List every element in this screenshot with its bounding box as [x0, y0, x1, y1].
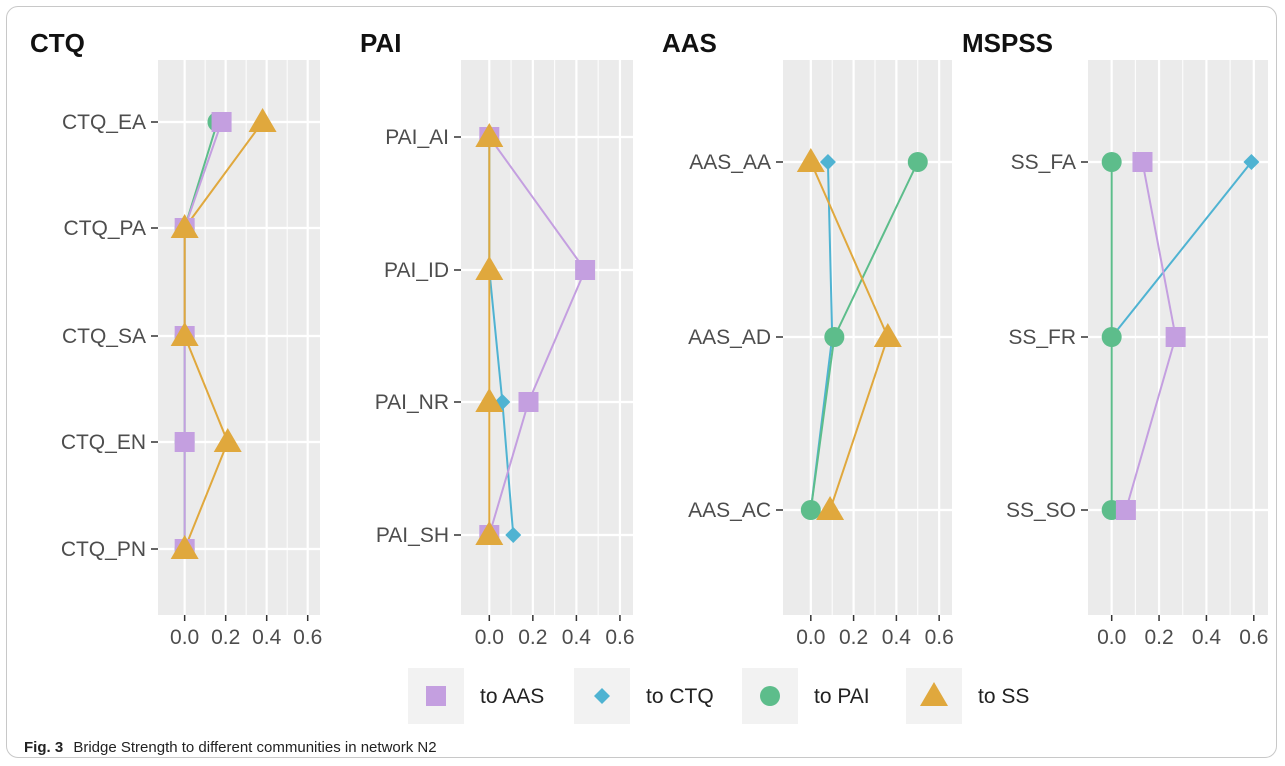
x-tick-label: 0.2: [839, 626, 868, 649]
point-aas: [1132, 152, 1153, 172]
legend-circle-icon: [760, 686, 780, 706]
point-ss: [213, 428, 242, 452]
legend-label: to SS: [978, 685, 1029, 708]
point-ss: [170, 214, 199, 238]
point-ss: [475, 256, 504, 280]
panel-title: MSPSS: [962, 28, 1053, 58]
y-tick-label: PAI_NR: [375, 391, 449, 414]
caption-text: Bridge Strength to different communities…: [73, 739, 437, 756]
point-ss: [873, 323, 902, 347]
y-tick-label: SS_FA: [1011, 151, 1076, 174]
point-aas: [211, 112, 232, 132]
legend-item-aas: to AAS: [408, 668, 544, 724]
y-tick-label: CTQ_PN: [61, 538, 146, 561]
x-tick-label: 0.2: [518, 626, 547, 649]
panel-title: AAS: [662, 28, 717, 58]
legend-square-icon: [426, 686, 446, 706]
legend-triangle-icon: [920, 682, 948, 706]
point-ss: [170, 322, 199, 346]
y-tick-label: AAS_AC: [688, 499, 771, 522]
point-pai: [824, 327, 845, 347]
point-ctq: [819, 154, 836, 170]
x-tick-label: 0.4: [1192, 626, 1222, 649]
point-ss: [475, 123, 504, 147]
y-tick-label: PAI_AI: [385, 126, 449, 149]
x-tick-label: 0.0: [170, 626, 199, 649]
series-line-aas: [488, 136, 587, 536]
x-tick-label: 0.6: [293, 626, 322, 649]
point-aas: [575, 260, 596, 280]
x-tick-label: 0.6: [1239, 626, 1268, 649]
y-tick-label: CTQ_EA: [62, 111, 146, 134]
legend-label: to AAS: [480, 685, 544, 708]
legend: to AAS to CTQ to PAI to SS: [408, 668, 1029, 724]
figure-frame: [6, 6, 1277, 758]
y-tick-label: CTQ_PA: [64, 217, 146, 240]
x-tick-label: 0.2: [1144, 626, 1173, 649]
point-aas: [1165, 327, 1186, 347]
point-aas: [174, 432, 195, 452]
point-pai: [1101, 327, 1122, 347]
point-aas: [1115, 500, 1136, 520]
point-pai: [800, 500, 821, 520]
caption-label: Fig. 3: [24, 739, 64, 756]
x-tick-label: 0.6: [925, 626, 954, 649]
legend-label: to PAI: [814, 685, 870, 708]
point-ss: [170, 535, 199, 559]
y-tick-label: SS_FR: [1008, 326, 1076, 349]
x-tick-label: 0.4: [882, 626, 912, 649]
point-ctq: [505, 527, 522, 543]
legend-item-pai: to PAI: [742, 668, 870, 724]
point-ctq: [1243, 154, 1260, 170]
x-tick-label: 0.4: [562, 626, 592, 649]
legend-diamond-icon: [594, 688, 610, 704]
panel-title: CTQ: [30, 28, 85, 58]
x-tick-label: 0.0: [1097, 626, 1126, 649]
panel-mspss: MSPSS SS_FA SS_FR SS_SO 0.0 0.2 0.4 0.6: [962, 28, 1268, 649]
point-ss: [475, 388, 504, 412]
panels: CTQ CTQ_EA CTQ_PA CTQ_SA CTQ_EN CTQ_PN 0.0 0.2 0…: [30, 28, 1268, 649]
y-tick-label: AAS_AD: [688, 326, 771, 349]
point-ss: [816, 496, 845, 520]
figure-caption: Fig. 3 Bridge Strength to different comm…: [24, 739, 437, 756]
legend-label: to CTQ: [646, 685, 714, 708]
point-ss: [248, 108, 277, 132]
x-tick-label: 0.2: [211, 626, 240, 649]
legend-item-ss: to SS: [906, 668, 1029, 724]
panel-ctq: CTQ CTQ_EA CTQ_PA CTQ_SA CTQ_EN CTQ_PN 0.0 0.2 0…: [30, 28, 322, 649]
y-tick-label: PAI_SH: [376, 524, 449, 547]
point-pai: [907, 152, 928, 172]
figure-svg: CTQ CTQ_EA CTQ_PA CTQ_SA CTQ_EN CTQ_PN 0.0 0.2 0…: [30, 28, 1268, 724]
y-tick-label: CTQ_EN: [61, 431, 146, 454]
y-tick-label: SS_SO: [1006, 499, 1076, 522]
panel-pai: PAI PAI_AI PAI_ID PAI_NR PAI_SH 0.0 0.2 0.4 0.6: [360, 28, 635, 649]
series-line-ctq: [1110, 161, 1253, 338]
point-ss: [796, 148, 825, 172]
x-tick-label: 0.0: [796, 626, 825, 649]
panel-aas: AAS AAS_AA AAS_AD AAS_AC 0.0 0.2 0.4 0.6: [662, 28, 954, 649]
point-aas: [518, 392, 539, 412]
legend-item-ctq: to CTQ: [574, 668, 714, 724]
point-ss: [475, 521, 504, 545]
x-tick-label: 0.6: [605, 626, 634, 649]
point-pai: [1101, 152, 1122, 172]
y-tick-label: CTQ_SA: [62, 325, 146, 348]
x-tick-label: 0.0: [475, 626, 504, 649]
x-tick-label: 0.4: [252, 626, 282, 649]
y-tick-label: PAI_ID: [384, 259, 449, 282]
y-tick-label: AAS_AA: [689, 151, 771, 174]
panel-title: PAI: [360, 28, 401, 58]
